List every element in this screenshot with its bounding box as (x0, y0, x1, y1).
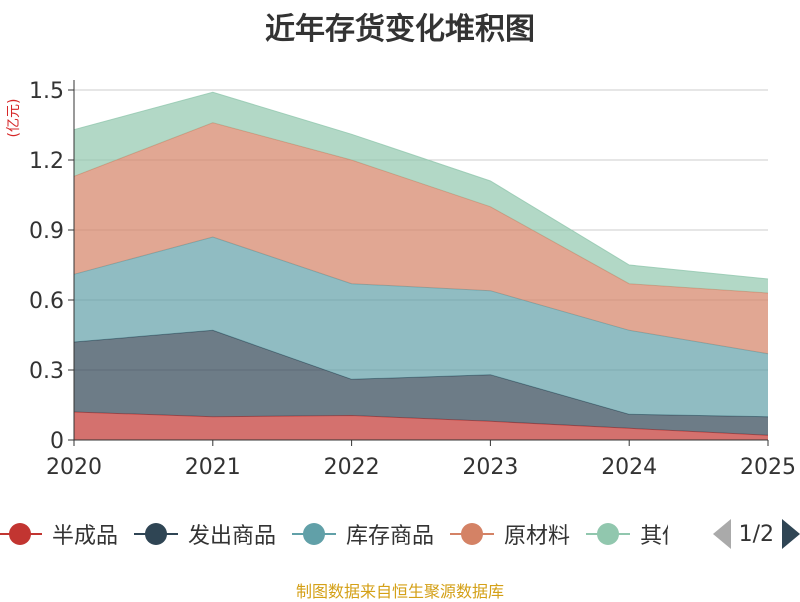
area-series-4 (74, 92, 768, 293)
legend-marker-icon (584, 522, 632, 546)
area-series-0 (74, 412, 768, 440)
chart-title: 近年存货变化堆积图 (265, 12, 535, 47)
series-line-4 (73, 91, 769, 280)
axes: 0 0.3 0.6 0.9 1.2 1.5 2020 2021 2022 2023 2024 2025 (29, 79, 796, 480)
legend: 半成品 发出商品 库存商品 原材料 其他 1/2 (0, 514, 800, 554)
x-tick-label: 2020 (46, 455, 102, 480)
data-source-note: 制图数据来自恒生聚源数据库 (295, 582, 504, 601)
legend-item-0[interactable]: 半成品 (0, 518, 118, 550)
legend-label: 原材料 (504, 524, 571, 549)
x-tick-label: 2021 (185, 455, 241, 480)
legend-next-page-icon[interactable] (782, 519, 800, 549)
area-series-3 (74, 122, 768, 354)
x-tick-label: 2024 (601, 455, 657, 480)
y-tick-label: 1.2 (29, 149, 64, 174)
legend-marker-icon (0, 522, 44, 546)
legend-label: 发出商品 (188, 524, 277, 549)
x-tick-label: 2025 (740, 455, 796, 480)
y-tick-label: 0.9 (29, 219, 64, 244)
legend-item-2[interactable]: 库存商品 (290, 518, 434, 550)
y-tick-label: 0.3 (29, 359, 64, 384)
legend-item-3[interactable]: 原材料 (448, 518, 570, 550)
legend-marker-icon (290, 522, 338, 546)
y-tick-label: 0 (50, 429, 64, 454)
legend-marker-icon (132, 522, 180, 546)
legend-page-indicator: 1/2 (738, 521, 774, 547)
area-series (73, 91, 769, 440)
y-tick-label: 0.6 (29, 289, 64, 314)
legend-prev-page-icon[interactable] (712, 519, 731, 549)
legend-marker-icon (448, 522, 496, 546)
x-tick-label: 2023 (462, 455, 518, 480)
legend-pager: 1/2 (712, 514, 800, 554)
legend-overflow-mask (668, 514, 694, 554)
x-tick-label: 2022 (324, 455, 380, 480)
legend-item-1[interactable]: 发出商品 (132, 518, 276, 550)
y-tick-label: 1.5 (29, 79, 64, 104)
legend-label: 库存商品 (346, 524, 435, 549)
legend-label: 半成品 (52, 524, 119, 549)
y-axis-unit-label: (亿元) (6, 99, 22, 138)
area-series-1 (74, 330, 768, 436)
stacked-area-chart: 0 0.3 0.6 0.9 1.2 1.5 2020 2021 2022 2023 2024 2025… (6, 79, 796, 480)
area-series-2 (74, 237, 768, 417)
